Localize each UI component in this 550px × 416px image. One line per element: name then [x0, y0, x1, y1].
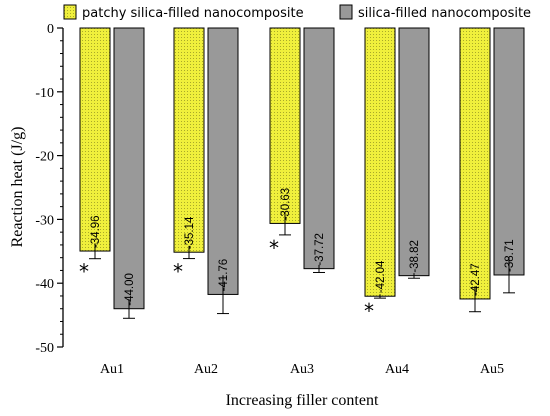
y-axis-label: Reaction heat (J/g): [9, 127, 26, 248]
bar-silica-au1: [113, 27, 145, 310]
legend-swatch-silica: [339, 4, 353, 20]
significance-star: *: [173, 260, 183, 284]
data-label: -30.63: [280, 188, 292, 221]
data-label: -42.47: [470, 263, 482, 296]
bar-silica-au2: [207, 27, 239, 295]
bar-patchy-au4: [364, 27, 396, 297]
significance-star: *: [269, 236, 279, 260]
x-tick-label: Au5: [480, 362, 504, 377]
x-tick-label: Au2: [194, 362, 218, 377]
y-tick-label: 0: [47, 22, 54, 37]
bar-silica-au4: [398, 27, 430, 277]
error-bars: [89, 211, 515, 319]
x-tick-label: Au1: [100, 362, 124, 377]
data-label: -37.72: [314, 233, 326, 266]
data-label: -38.82: [409, 240, 421, 273]
x-axis-label: Increasing filler content: [226, 392, 379, 409]
x-tick-label: Au3: [290, 362, 314, 377]
y-tick-label: -30: [35, 213, 54, 228]
bar-silica-au3: [303, 27, 335, 270]
legend-label-silica: silica-filled nanocomposite: [358, 6, 531, 21]
data-label: -38.71: [504, 239, 516, 272]
bar-patchy-au2: [173, 27, 205, 253]
significance-star: *: [364, 299, 374, 323]
y-axis-ticks: 0 -10 -20 -30 -40 -50: [35, 22, 63, 356]
data-label: -41.76: [218, 259, 230, 292]
y-tick-label: -10: [35, 86, 54, 101]
legend-label-patchy: patchy silica-filled nanocomposite: [82, 6, 304, 21]
legend-swatch-patchy: [63, 4, 77, 20]
bar-patchy-au5: [459, 27, 491, 300]
bars: [79, 27, 525, 310]
data-label: -42.04: [375, 260, 387, 293]
x-axis-ticks: Au1 Au2 Au3 Au4 Au5: [100, 362, 504, 377]
y-tick-label: -40: [35, 277, 54, 292]
data-label: -34.96: [90, 215, 102, 248]
significance-star: *: [79, 260, 89, 284]
data-label: -35.14: [184, 216, 196, 249]
significance-marks: * * * *: [79, 236, 374, 323]
data-label: -44.00: [124, 273, 136, 306]
bar-silica-au5: [493, 27, 525, 276]
x-tick-label: Au4: [385, 362, 409, 377]
y-tick-label: -50: [35, 341, 54, 356]
legend: patchy silica-filled nanocomposite silic…: [63, 4, 531, 21]
value-labels: -34.96 -35.14 -30.63 -42.04 -42.47 -44.00 -41.…: [90, 188, 516, 306]
y-tick-label: -20: [35, 150, 54, 165]
